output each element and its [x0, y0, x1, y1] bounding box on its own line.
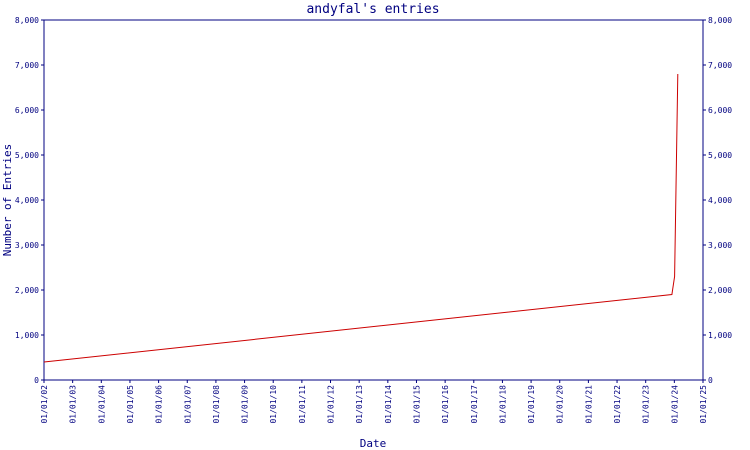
x-tick-label: 01/01/25: [699, 385, 708, 424]
y-tick-label-right: 4,000: [708, 196, 732, 205]
y-tick-label-left: 6,000: [15, 106, 39, 115]
x-tick-label: 01/01/08: [212, 385, 221, 424]
x-tick-label: 01/01/11: [298, 385, 307, 424]
x-tick-label: 01/01/02: [40, 385, 49, 424]
y-tick-label-right: 8,000: [708, 16, 732, 25]
x-tick-label: 01/01/14: [384, 385, 393, 424]
y-tick-label-left: 8,000: [15, 16, 39, 25]
series-line-0: [43, 73, 679, 363]
x-tick-label: 01/01/07: [183, 385, 192, 424]
y-tick-label-right: 5,000: [708, 151, 732, 160]
x-tick-label: 01/01/06: [155, 385, 164, 424]
y-tick-label-right: 7,000: [708, 61, 732, 70]
y-tick-label-right: 0: [708, 376, 713, 385]
y-tick-label-right: 2,000: [708, 286, 732, 295]
x-tick-label: 01/01/13: [355, 385, 364, 424]
x-tick-label: 01/01/15: [412, 385, 421, 424]
x-tick-label: 01/01/21: [584, 385, 593, 424]
x-tick-label: 01/01/19: [527, 385, 536, 424]
y-tick-label-right: 1,000: [708, 331, 732, 340]
y-tick-label-left: 3,000: [15, 241, 39, 250]
x-tick-label: 01/01/05: [126, 385, 135, 424]
y-axis-label: Number of Entries: [1, 144, 14, 257]
y-tick-label-right: 6,000: [708, 106, 732, 115]
x-tick-label: 01/01/17: [470, 385, 479, 424]
x-tick-label: 01/01/24: [670, 385, 679, 424]
x-tick-label: 01/01/03: [69, 385, 78, 424]
y-tick-label-left: 5,000: [15, 151, 39, 160]
x-tick-label: 01/01/16: [441, 385, 450, 424]
x-tick-label: 01/01/23: [642, 385, 651, 424]
y-tick-label-left: 1,000: [15, 331, 39, 340]
series-group: [43, 73, 679, 363]
y-tick-label-right: 3,000: [708, 241, 732, 250]
x-axis-label: Date: [360, 437, 387, 450]
plot-frame: [43, 19, 704, 381]
tick-labels-group: 0 0 1,000 1,000 2,000 2,000 3,000 3,000 4,000 4,0…: [15, 16, 732, 424]
tick-marks-group: [41, 19, 706, 383]
y-tick-label-left: 7,000: [15, 61, 39, 70]
x-tick-label: 01/01/20: [556, 385, 565, 424]
x-tick-label: 01/01/18: [498, 385, 507, 424]
x-tick-label: 01/01/04: [97, 385, 106, 424]
x-tick-label: 01/01/10: [269, 385, 278, 424]
chart-title: andyfal's entries: [306, 2, 439, 17]
x-tick-label: 01/01/22: [613, 385, 622, 424]
y-tick-label-left: 0: [34, 376, 39, 385]
y-tick-label-left: 4,000: [15, 196, 39, 205]
x-tick-label: 01/01/12: [327, 385, 336, 424]
y-tick-label-left: 2,000: [15, 286, 39, 295]
x-tick-label: 01/01/09: [241, 385, 250, 424]
